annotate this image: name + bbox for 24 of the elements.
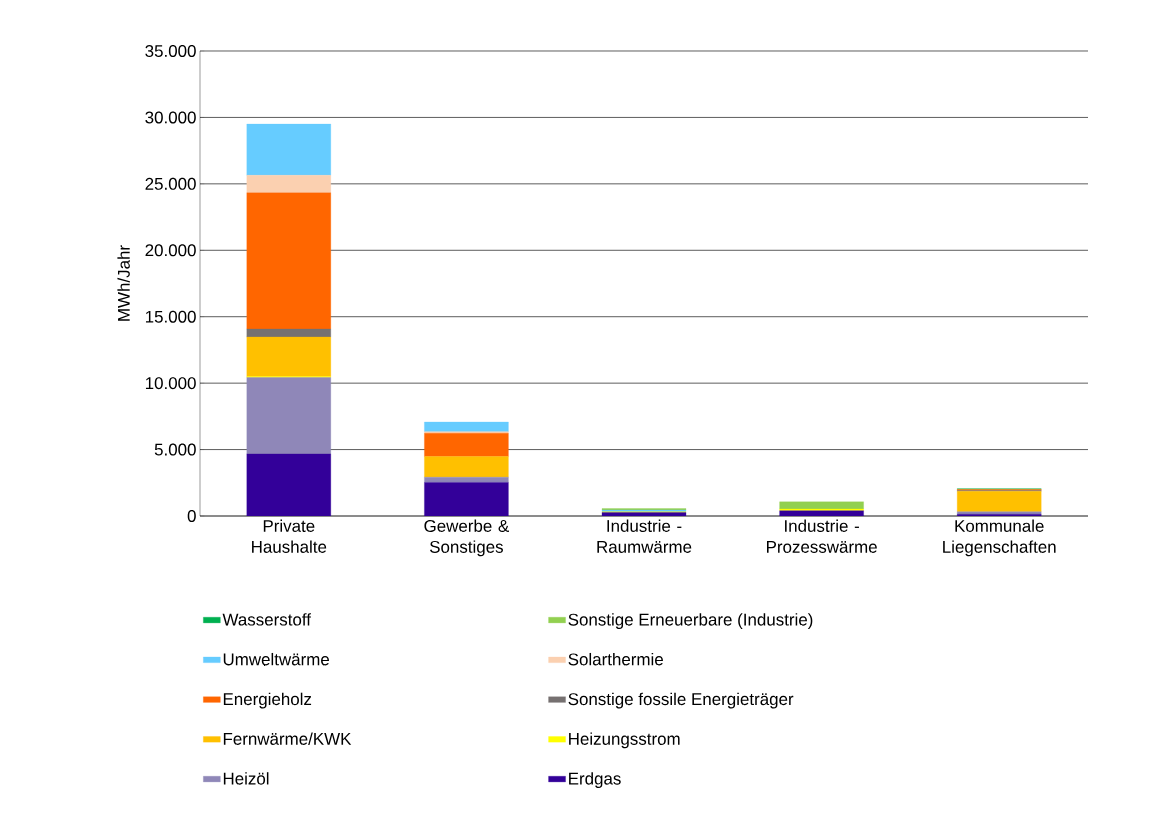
legend-label: Energieholz bbox=[223, 692, 312, 709]
y-tick-label: 0 bbox=[187, 510, 196, 522]
x-tick-label: Private Haushalte bbox=[252, 519, 327, 553]
y-tick-label: 15.000 bbox=[145, 310, 196, 323]
x-tick-label: Industrie - Raumwärme bbox=[597, 519, 692, 553]
legend-label: Heizungsstrom bbox=[569, 732, 680, 749]
legend-label: Sonstige fossile Energieträger bbox=[568, 692, 794, 709]
y-tick-label: 30.000 bbox=[145, 111, 196, 124]
y-tick-label: 25.000 bbox=[145, 177, 196, 190]
y-tick-label: 10.000 bbox=[145, 377, 196, 390]
y-axis-title: MWh/Jahr bbox=[117, 245, 130, 321]
x-tick-label: Gewerbe & Sonstiges bbox=[424, 519, 509, 557]
legend-label: Erdgas bbox=[569, 772, 621, 788]
x-tick-label: Kommunale Liegenschaften bbox=[943, 519, 1056, 557]
legend-label: Fernwärme/KWK bbox=[223, 732, 352, 745]
y-tick-label: 35.000 bbox=[145, 45, 196, 57]
x-tick-label: Industrie - Prozesswärme bbox=[767, 519, 877, 553]
legend-label: Sonstige Erneuerbare (Industrie) bbox=[568, 613, 813, 629]
legend-label: Heizöl bbox=[223, 772, 269, 785]
y-tick-label: 5.000 bbox=[154, 443, 196, 456]
y-tick-label: 20.000 bbox=[145, 244, 196, 257]
legend-label: Umweltwärme bbox=[223, 652, 329, 666]
legend-label: Solarthermie bbox=[568, 652, 663, 666]
legend-label: Wasserstoff bbox=[222, 613, 311, 626]
